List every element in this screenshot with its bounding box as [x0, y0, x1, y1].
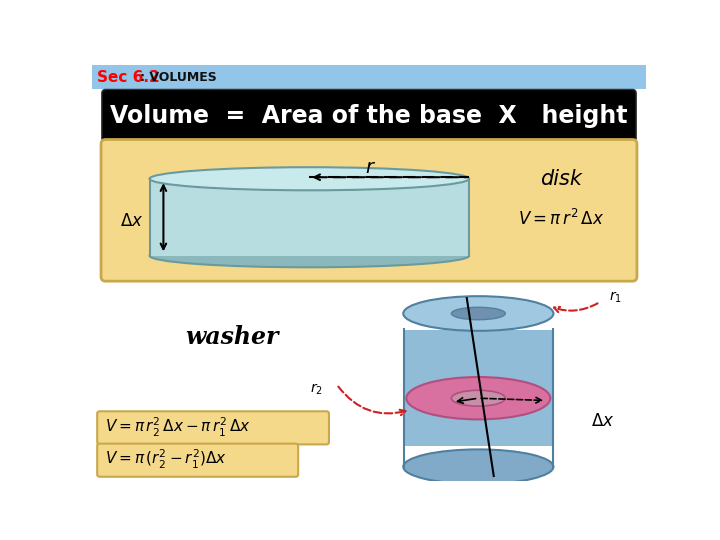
Ellipse shape: [150, 244, 469, 267]
FancyBboxPatch shape: [97, 411, 329, 444]
Ellipse shape: [403, 296, 554, 331]
Text: washer: washer: [185, 325, 279, 349]
Ellipse shape: [451, 307, 505, 320]
Ellipse shape: [403, 449, 554, 484]
Ellipse shape: [451, 390, 505, 406]
Text: disk: disk: [541, 169, 582, 189]
Text: $V = \pi\, r_2^2\, \Delta x - \pi\, r_1^2\, \Delta x$: $V = \pi\, r_2^2\, \Delta x - \pi\, r_1^…: [105, 416, 251, 439]
FancyBboxPatch shape: [404, 330, 554, 446]
FancyBboxPatch shape: [97, 444, 298, 477]
Ellipse shape: [150, 167, 469, 190]
Bar: [150, 179, 469, 256]
FancyBboxPatch shape: [92, 65, 647, 90]
Text: : VOLUMES: : VOLUMES: [140, 71, 217, 84]
FancyBboxPatch shape: [101, 139, 637, 281]
FancyBboxPatch shape: [102, 90, 636, 142]
Text: $\Delta x$: $\Delta x$: [120, 212, 143, 230]
Text: Sec 6.2: Sec 6.2: [97, 70, 160, 85]
Text: $r_2$: $r_2$: [310, 382, 323, 397]
Text: $r_1$: $r_1$: [609, 289, 622, 305]
Ellipse shape: [406, 377, 550, 420]
Text: $\Delta x$: $\Delta x$: [590, 411, 614, 429]
Text: $r$: $r$: [366, 158, 377, 178]
Text: Volume  =  Area of the base  X   height: Volume = Area of the base X height: [110, 104, 628, 127]
Text: $V = \pi\, r^2\, \Delta x$: $V = \pi\, r^2\, \Delta x$: [518, 209, 605, 229]
Text: $V = \pi\, (r_2^2 - r_1^2)\Delta x$: $V = \pi\, (r_2^2 - r_1^2)\Delta x$: [105, 448, 227, 471]
